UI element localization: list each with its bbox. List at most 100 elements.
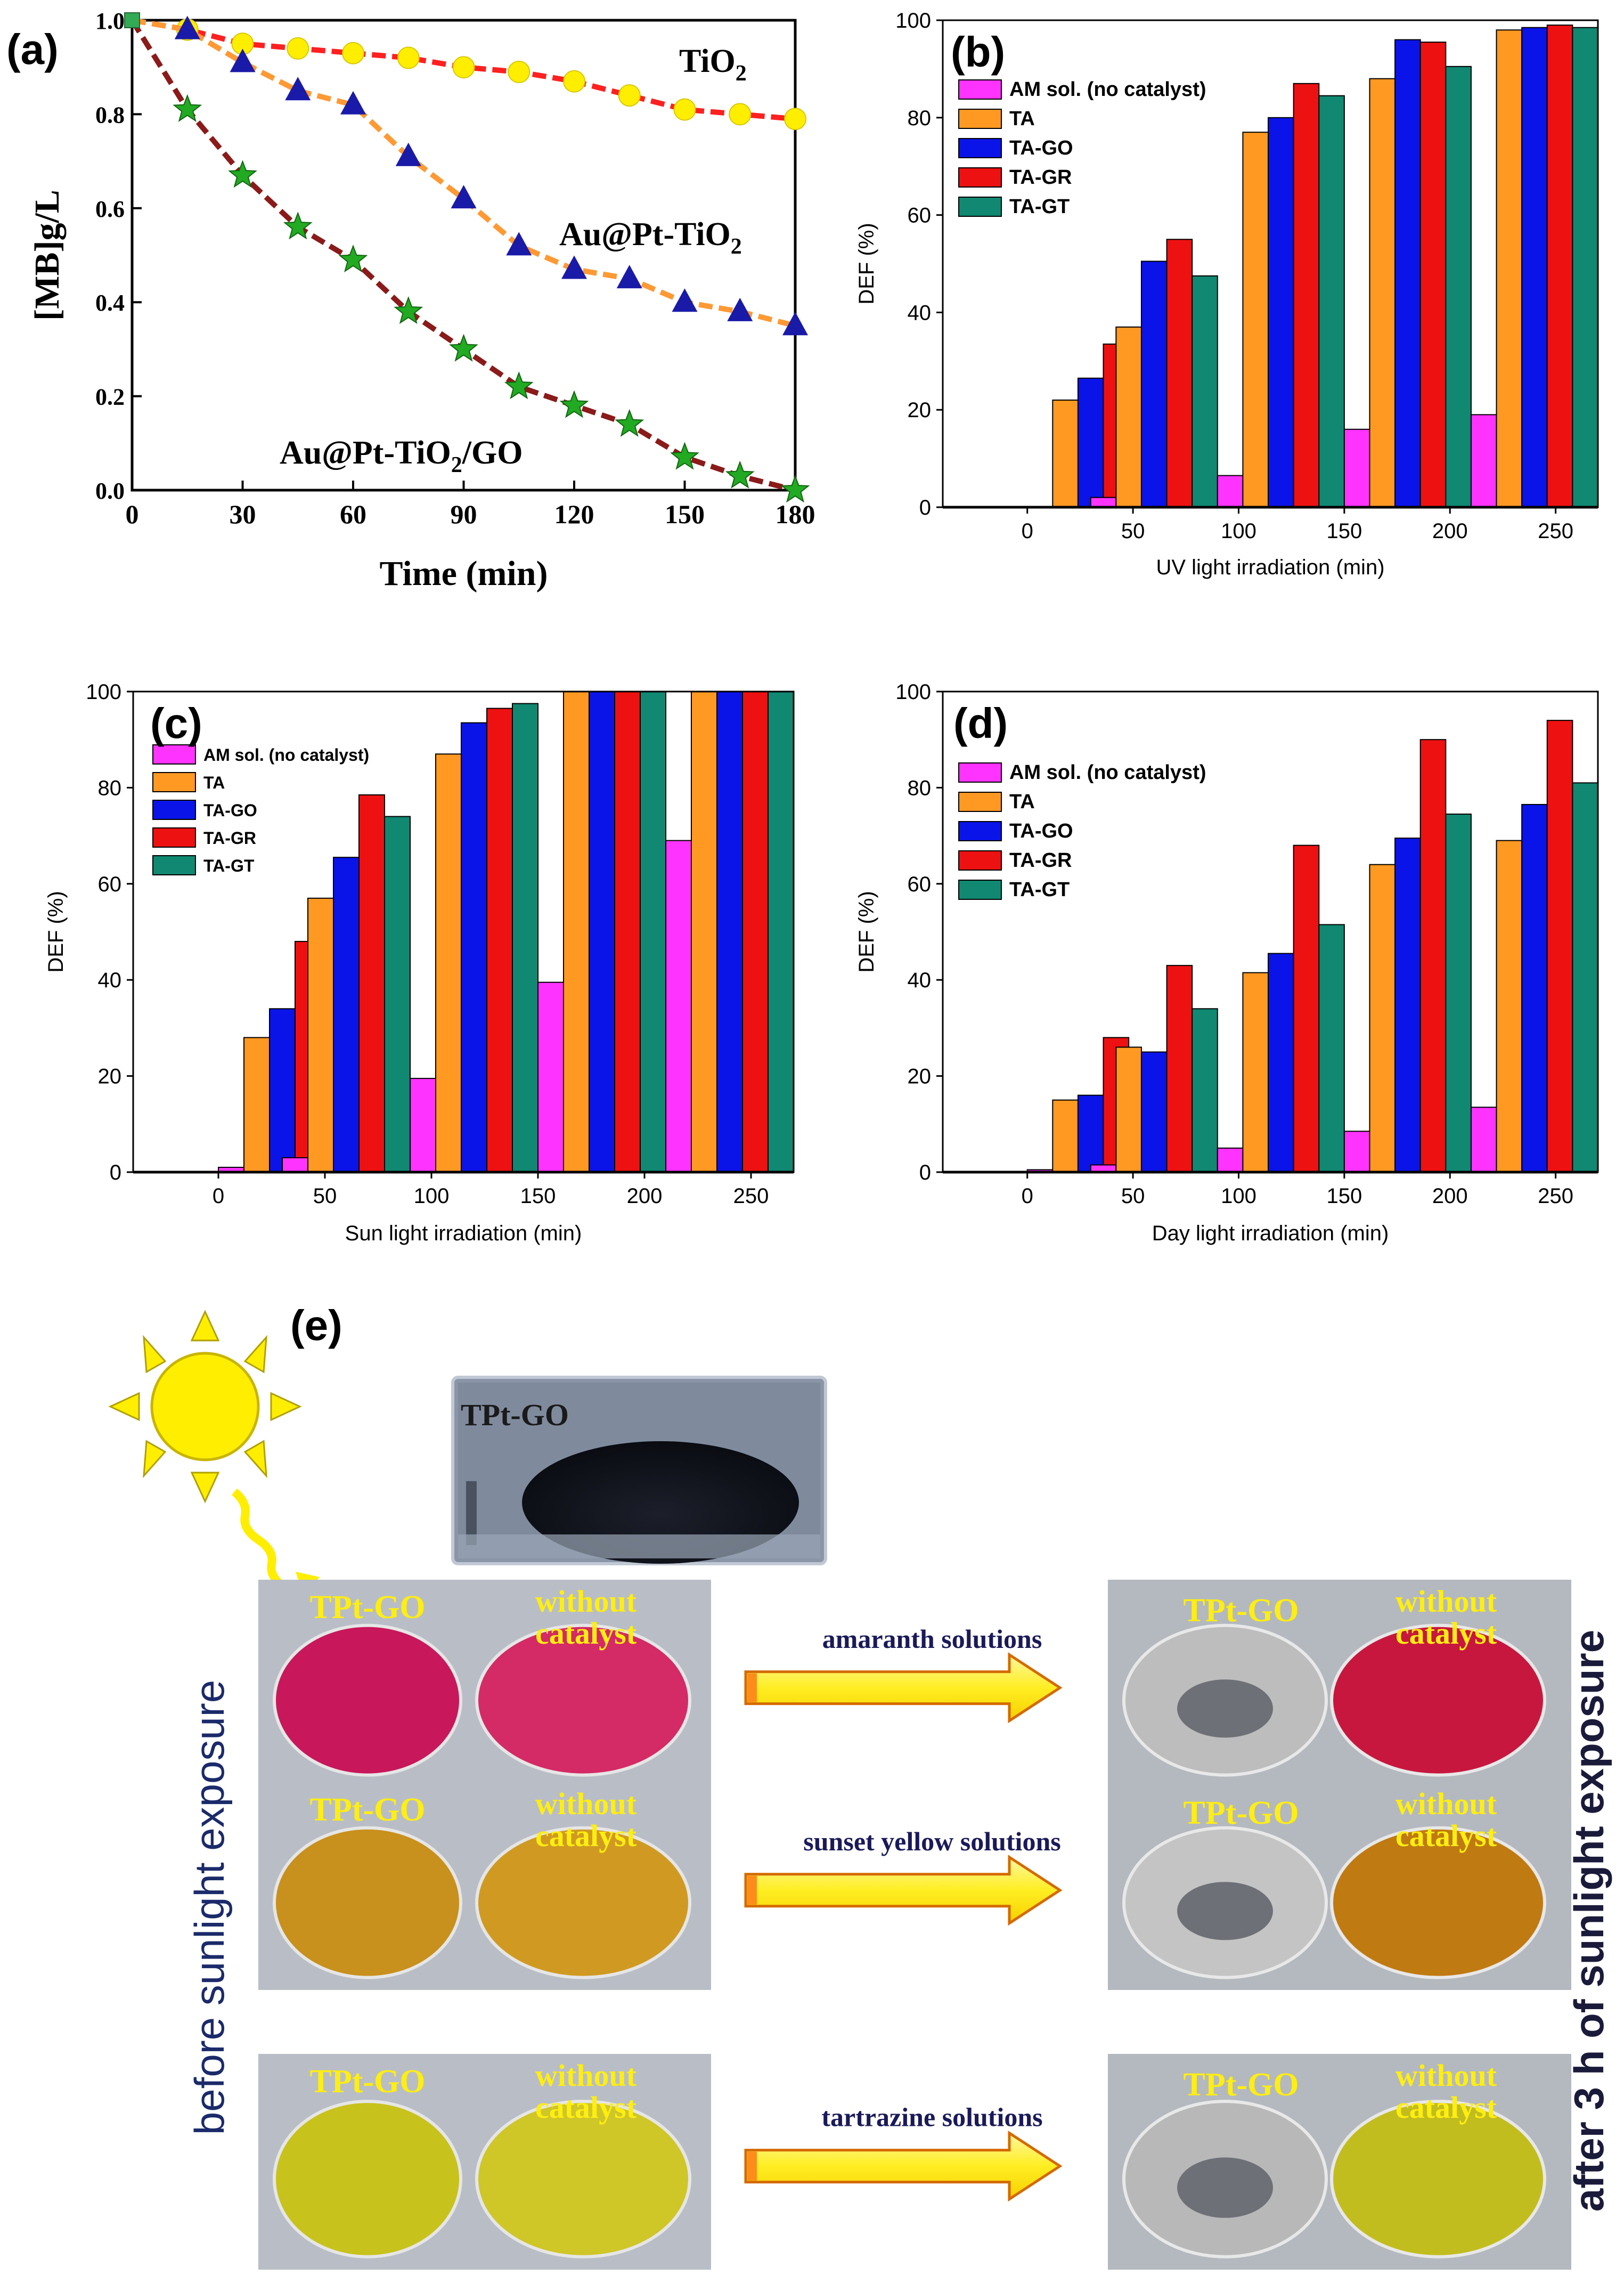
x-tick-label-a: 180 [776, 499, 815, 529]
panel-d: 0 50 100 150 200 250 0 20 40 60 80 100 Day light irr… [855, 680, 1599, 1245]
panel-label-a: (a) [6, 26, 59, 73]
data-point-a [504, 371, 534, 400]
panel-c: 0 50 100 150 200 250 0 20 40 60 80 100 Sun light irr… [44, 680, 795, 1245]
bar-b [1445, 66, 1472, 508]
x-tick-label-d: 50 [1121, 1184, 1145, 1208]
data-point-a [508, 61, 531, 84]
legend-swatch-b [958, 167, 1002, 188]
y-axis-label-d: DEF (%) [855, 891, 878, 972]
beaker-before-blank-1 [475, 1826, 691, 1979]
beaker-before-blank-0 [475, 1623, 691, 1777]
data-point-a [784, 108, 806, 131]
x-tick-label-c: 50 [313, 1184, 337, 1208]
powder-label: TPt-GO [461, 1398, 569, 1432]
data-point-a [451, 185, 477, 209]
legend-label-b: AM sol. (no catalyst) [1009, 78, 1206, 101]
beaker-after-blank-0 [1330, 1623, 1546, 1777]
series-line-2 [129, 19, 796, 493]
bar-c [589, 691, 615, 1173]
bar-b [1242, 132, 1269, 508]
bar-d [1572, 782, 1599, 1173]
data-point-a [449, 334, 478, 362]
bar-c [665, 840, 692, 1173]
beaker-before-catalyst-2 [273, 2100, 462, 2258]
legend-label-c: TA-GT [203, 856, 255, 875]
panel-label-d: (d) [953, 700, 1008, 747]
bar-d [1369, 864, 1396, 1173]
bar-c [691, 691, 717, 1173]
legend-swatch-d [958, 880, 1002, 900]
data-point-a [230, 48, 256, 72]
x-axis-label-b: UV light irradiation (min) [1156, 556, 1384, 579]
y-tick-label-d: 20 [908, 1065, 932, 1088]
data-point-a [615, 409, 644, 437]
legend-label-d: TA-GO [1009, 820, 1073, 842]
legend-label-c: TA [203, 773, 225, 792]
bar-c [640, 691, 666, 1173]
solution-label-1: sunset yellow solutions [803, 1826, 1060, 1856]
panel-e: (e) TPt-GO [108, 1302, 1612, 2270]
bar-c [384, 816, 411, 1173]
data-point-a [670, 442, 699, 470]
y-tick-label-a: 1.0 [95, 8, 125, 34]
data-point-a [395, 142, 421, 166]
bar-c [269, 1008, 296, 1173]
data-point-a [561, 255, 587, 279]
bar-c [243, 1037, 270, 1173]
catalyst-residue-0 [1177, 1679, 1273, 1738]
bar-c [537, 981, 564, 1173]
data-point-a [452, 56, 475, 79]
before-blank-label-1-1: without [535, 1786, 637, 1821]
x-tick-label-a: 90 [451, 499, 477, 529]
legend-label-d: AM sol. (no catalyst) [1009, 761, 1206, 784]
x-tick-label-b: 150 [1326, 519, 1362, 543]
before-blank-label-2-1: catalyst [535, 1818, 637, 1853]
arrow-tail-1 [747, 1875, 757, 1905]
bar-b [1166, 239, 1193, 508]
legend-swatch-b [958, 79, 1002, 100]
bar-c [614, 691, 641, 1173]
x-tick-label-b: 0 [1022, 519, 1033, 543]
arrow-tail-2 [747, 2151, 757, 2181]
bar-b [1318, 95, 1345, 508]
x-tick-label-b: 200 [1432, 519, 1468, 543]
bar-b [1090, 497, 1117, 508]
plot-frame-a [130, 19, 797, 492]
bar-b [1077, 377, 1104, 508]
series-label-0: TiO2 [679, 43, 747, 86]
legend-label-d: TA [1009, 791, 1035, 813]
legend-swatch-b [958, 197, 1002, 217]
bar-d [1496, 840, 1523, 1173]
bar-b [1192, 275, 1218, 508]
right-vertical-caption: after 3 h of sunlight exposure [1565, 1630, 1612, 2212]
bar-d [1318, 924, 1345, 1173]
panel-label-e: (e) [290, 1302, 342, 1349]
after-blank-label-1-2: without [1396, 2058, 1497, 2093]
data-point-a [228, 160, 257, 188]
x-tick-label-c: 150 [520, 1184, 556, 1208]
x-tick-label-b: 50 [1121, 519, 1145, 543]
after-catalyst-label-1: TPt-GO [1184, 1795, 1299, 1831]
legend-swatch-d [958, 850, 1002, 871]
data-point-a [287, 37, 309, 60]
data-point-a [559, 390, 589, 418]
before-catalyst-label-0: TPt-GO [310, 1589, 426, 1626]
bar-d [1419, 739, 1447, 1173]
data-point-a [342, 42, 364, 64]
beaker-before-catalyst-1 [273, 1826, 462, 1979]
bar-b [1521, 27, 1548, 508]
bar-d [1192, 1008, 1218, 1173]
after-blank-label-1-1: without [1396, 1786, 1497, 1821]
y-tick-label-c: 40 [98, 969, 122, 992]
bar-d [1293, 844, 1320, 1173]
bar-b [1369, 78, 1396, 508]
y-tick-label-b: 60 [908, 204, 932, 228]
legend-swatch-d [958, 821, 1002, 841]
data-point-a [340, 91, 366, 115]
bar-c [282, 1157, 308, 1173]
bar-d [1242, 972, 1269, 1173]
beaker-before-catalyst-0 [273, 1623, 462, 1777]
bar-d [1077, 1094, 1104, 1173]
